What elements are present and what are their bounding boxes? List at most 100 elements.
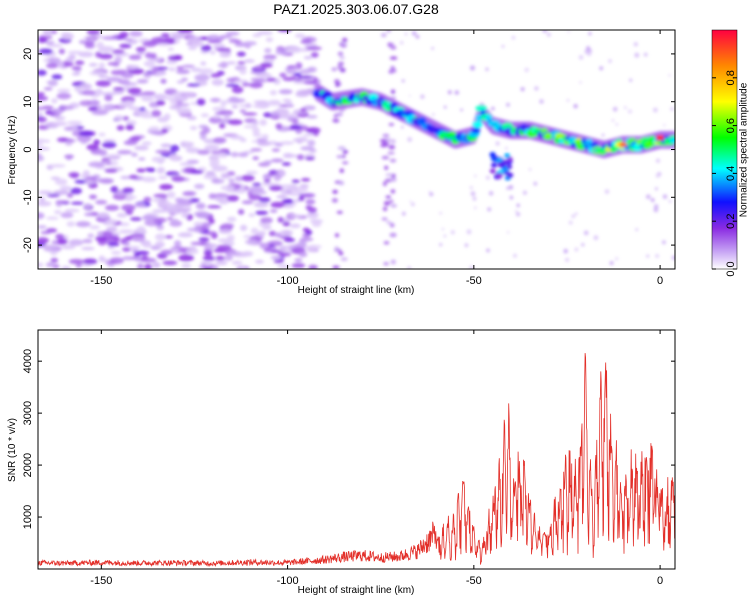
noise-blob: [252, 132, 262, 137]
noise-blob: [240, 224, 248, 231]
noise-blob: [270, 201, 286, 208]
noise-blob: [311, 221, 322, 228]
noise-blob: [98, 53, 113, 60]
noise-blob: [98, 75, 109, 79]
noise-blob: [194, 74, 210, 82]
snr-panel: -150 -100 -50 0 1000 2000 3000 4000 Height of …: [7, 329, 676, 596]
noise-blob: [259, 197, 271, 203]
noise-blob: [119, 43, 132, 49]
noise-blob: [244, 43, 251, 49]
streak-blob: [387, 151, 395, 155]
noise-blob: [269, 90, 277, 96]
noise-blob: [38, 154, 43, 161]
noise-blob: [279, 72, 287, 78]
noise-blob: [181, 263, 191, 269]
noise-blob: [38, 48, 53, 55]
noise-dot: [653, 107, 658, 113]
noise-blob: [200, 61, 207, 66]
noise-blob: [163, 113, 171, 120]
noise-dot: [615, 123, 619, 126]
noise-dot: [670, 107, 674, 111]
noise-blob: [79, 83, 90, 89]
noise-dot: [415, 35, 420, 39]
noise-dot: [609, 261, 614, 265]
noise-blob: [257, 141, 271, 146]
noise-blob: [207, 34, 221, 42]
noise-blob: [38, 92, 45, 97]
noise-blob: [117, 150, 132, 155]
noise-blob: [279, 245, 287, 252]
noise-blob: [104, 94, 113, 102]
noise-blob: [241, 82, 250, 87]
noise-blob: [40, 231, 52, 235]
noise-blob: [61, 265, 71, 269]
noise-dot: [599, 66, 604, 71]
spectrogram-heatmap: [38, 30, 675, 269]
noise-blob: [71, 125, 78, 132]
streak-blob: [389, 177, 397, 182]
noise-blob: [183, 141, 195, 147]
noise-blob: [236, 51, 246, 57]
noise-dot: [474, 174, 477, 178]
noise-blob: [82, 238, 93, 244]
noise-blob: [71, 72, 81, 76]
noise-blob: [225, 61, 237, 65]
noise-blob: [84, 212, 94, 217]
ridge-blob: [475, 105, 487, 112]
noise-blob: [54, 178, 68, 186]
streak-blob: [332, 189, 338, 194]
noise-blob: [114, 115, 124, 121]
streak-blob: [390, 259, 396, 265]
y-tick-label: 1000: [22, 505, 34, 529]
noise-dot: [450, 230, 455, 235]
streak-blob: [390, 189, 396, 194]
noise-blob: [50, 257, 59, 263]
noise-dot: [491, 106, 495, 111]
noise-blob: [252, 104, 264, 108]
noise-blob: [206, 205, 222, 209]
noise-blob: [214, 111, 228, 116]
noise-blob: [171, 176, 186, 182]
y-tick-label: 0: [22, 146, 34, 152]
noise-dot: [663, 124, 666, 127]
noise-blob: [215, 260, 228, 266]
noise-blob: [211, 165, 228, 172]
noise-blob: [251, 120, 259, 126]
noise-blob: [231, 260, 243, 265]
streak-blob: [338, 251, 344, 256]
noise-blob: [153, 217, 167, 223]
noise-blob: [289, 223, 301, 229]
noise-blob: [253, 201, 269, 208]
noise-dot: [511, 35, 516, 40]
noise-blob: [118, 229, 134, 234]
noise-blob: [175, 208, 192, 212]
noise-blob: [221, 223, 235, 229]
noise-dot: [586, 51, 592, 56]
noise-blob: [234, 175, 244, 182]
noise-blob: [178, 254, 194, 262]
noise-blob: [126, 65, 138, 70]
noise-dot: [470, 191, 476, 196]
noise-blob: [241, 200, 254, 205]
noise-blob: [122, 116, 130, 121]
noise-blob: [169, 144, 180, 152]
noise-blob: [91, 110, 108, 116]
snr-y-label: SNR (10 * v/v): [7, 418, 18, 482]
noise-dot: [470, 65, 475, 71]
streak-blob: [331, 67, 338, 72]
noise-blob: [60, 244, 76, 250]
noise-dot: [464, 243, 469, 247]
noise-dot: [571, 214, 576, 218]
noise-blob: [141, 141, 152, 146]
noise-blob: [293, 72, 302, 77]
streak-blob: [389, 222, 395, 228]
noise-blob: [242, 112, 258, 116]
streak-blob: [390, 45, 397, 50]
noise-blob: [156, 43, 170, 47]
noise-blob: [46, 262, 54, 268]
streak-blob: [342, 161, 349, 165]
noise-blob: [282, 76, 296, 82]
noise-blob: [220, 173, 231, 179]
noise-blob: [209, 50, 216, 55]
noise-blob: [54, 116, 66, 121]
